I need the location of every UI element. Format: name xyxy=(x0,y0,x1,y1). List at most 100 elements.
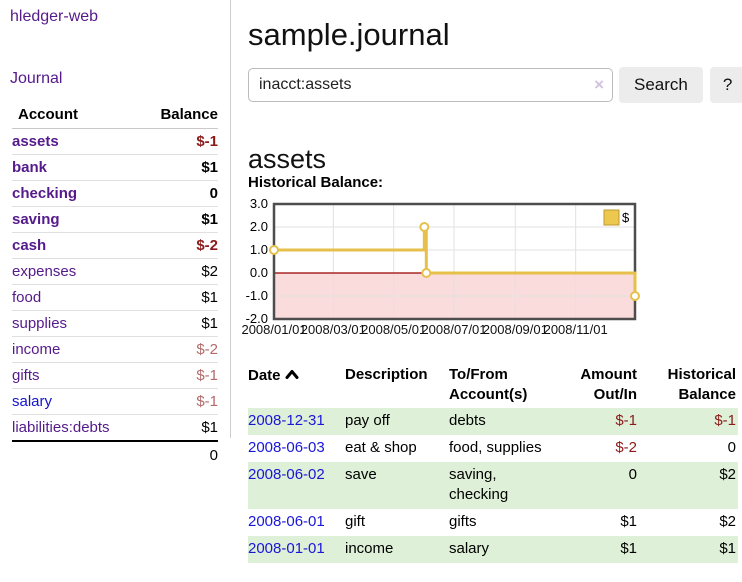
transaction-date-link[interactable]: 2008-06-02 xyxy=(248,466,325,483)
historical-balance-chart: 3.0 2.0 1.0 0.0 -1.0 -2.02008/01/012008/03/01… xyxy=(241,196,640,337)
account-row: cash $-2 xyxy=(12,232,218,259)
account-link[interactable]: assets xyxy=(12,133,59,150)
svg-text:2008/03/01: 2008/03/01 xyxy=(301,322,366,337)
register-accounts-cell: debts xyxy=(449,412,486,429)
register-amount-cell: $1 xyxy=(620,540,637,557)
account-balance: $2 xyxy=(140,258,218,285)
clear-search-icon[interactable]: × xyxy=(594,75,604,94)
register-col-amount: Amount Out/In xyxy=(580,366,637,403)
register-date-cell: 2008-06-02 xyxy=(248,462,345,509)
help-button[interactable]: ? xyxy=(709,67,742,103)
register-amount-cell: 0 xyxy=(628,466,637,483)
register-row: 2008-06-02 save saving, checking 0 $2 xyxy=(248,462,738,509)
app-brand-link[interactable]: hledger-web xyxy=(10,8,99,25)
transaction-date-link[interactable]: 2008-01-01 xyxy=(248,540,325,557)
svg-text:1.0: 1.0 xyxy=(250,242,268,257)
register-table: Date Description To/From Account(s) Amou… xyxy=(248,362,738,563)
register-row: 2008-06-03 eat & shop food, supplies $-2 0 xyxy=(248,435,738,462)
account-row: expenses $2 xyxy=(12,258,218,285)
accounts-col-account: Account xyxy=(12,102,140,129)
account-row: bank $1 xyxy=(12,154,218,181)
svg-text:2008/01/01: 2008/01/01 xyxy=(241,322,306,337)
account-balance: $-1 xyxy=(140,388,218,415)
register-col-date[interactable]: Date xyxy=(248,362,345,408)
account-link[interactable]: cash xyxy=(12,237,47,254)
svg-text:-1.0: -1.0 xyxy=(246,288,268,303)
account-link[interactable]: checking xyxy=(12,185,78,202)
svg-text:2008/05/01: 2008/05/01 xyxy=(361,322,426,337)
chart-legend-label: $ xyxy=(622,210,630,225)
register-balance-cell: $2 xyxy=(719,513,736,530)
register-description-cell: save xyxy=(345,466,377,483)
svg-text:2008/09/01: 2008/09/01 xyxy=(483,322,548,337)
sidebar-item-journal[interactable]: Journal xyxy=(10,70,63,87)
svg-text:-2.0: -2.0 xyxy=(246,311,268,326)
register-balance-cell: $2 xyxy=(719,466,736,483)
accounts-total-row: 0 xyxy=(12,440,218,468)
account-heading: assets xyxy=(248,144,327,175)
search-input[interactable] xyxy=(248,68,613,102)
accounts-header-row: Account Balance xyxy=(12,102,218,129)
account-link[interactable]: supplies xyxy=(12,315,68,332)
register-balance-cell: $1 xyxy=(719,540,736,557)
account-row: checking 0 xyxy=(12,180,218,207)
register-row: 2008-06-01 gift gifts $1 $2 xyxy=(248,509,738,536)
accounts-table: Account Balance assets $-1 bank $1 checking 0… xyxy=(12,102,218,468)
transaction-date-link[interactable]: 2008-12-31 xyxy=(248,412,325,429)
register-date-cell: 2008-06-03 xyxy=(248,435,345,462)
page-title: sample.journal xyxy=(248,16,450,52)
register-accounts-cell: food, supplies xyxy=(449,439,542,456)
register-accounts-cell: saving, checking xyxy=(449,466,509,503)
chart-title: Historical Balance: xyxy=(248,174,384,191)
register-amount-cell: $-2 xyxy=(615,439,637,456)
register-accounts-cell: gifts xyxy=(449,513,477,530)
account-balance: $-2 xyxy=(140,232,218,259)
svg-text:2008/07/01: 2008/07/01 xyxy=(421,322,486,337)
account-balance: $1 xyxy=(140,154,218,181)
account-link[interactable]: saving xyxy=(12,211,60,228)
account-link[interactable]: expenses xyxy=(12,263,77,280)
register-row: 2008-12-31 pay off debts $-1 $-1 xyxy=(248,408,738,435)
svg-text:3.0: 3.0 xyxy=(250,196,268,211)
register-accounts-cell: salary xyxy=(449,540,490,557)
account-row: food $1 xyxy=(12,284,218,311)
svg-text:2.0: 2.0 xyxy=(250,219,268,234)
register-amount-cell: $-1 xyxy=(615,412,637,429)
account-balance: $1 xyxy=(140,414,218,442)
account-row: gifts $-1 xyxy=(12,362,218,389)
register-col-description: Description xyxy=(345,366,428,383)
search-bar: × Search ? xyxy=(248,67,742,103)
account-balance: $-1 xyxy=(140,362,218,389)
register-date-cell: 2008-01-01 xyxy=(248,536,345,563)
search-button[interactable]: Search xyxy=(619,67,703,103)
account-link[interactable]: salary xyxy=(12,393,53,410)
register-description-cell: income xyxy=(345,540,394,557)
register-description-cell: eat & shop xyxy=(345,439,417,456)
account-row: liabilities:debts $1 xyxy=(12,414,218,442)
account-row: saving $1 xyxy=(12,206,218,233)
accounts-col-balance: Balance xyxy=(140,102,218,129)
register-description-cell: pay off xyxy=(345,412,390,429)
account-balance: $1 xyxy=(140,284,218,311)
register-balance-cell: 0 xyxy=(727,439,736,456)
register-description-cell: gift xyxy=(345,513,366,530)
account-balance: $-2 xyxy=(140,336,218,363)
register-amount-cell: $1 xyxy=(620,513,637,530)
account-link[interactable]: food xyxy=(12,289,42,306)
account-link[interactable]: bank xyxy=(12,159,48,176)
register-balance-cell: $-1 xyxy=(714,412,736,429)
sort-ascending-icon xyxy=(285,365,299,385)
transaction-date-link[interactable]: 2008-06-03 xyxy=(248,439,325,456)
account-row: supplies $1 xyxy=(12,310,218,337)
account-row: assets $-1 xyxy=(12,128,218,155)
account-link[interactable]: gifts xyxy=(12,367,40,384)
account-balance: 0 xyxy=(140,180,218,207)
account-row: income $-2 xyxy=(12,336,218,363)
transaction-date-link[interactable]: 2008-06-01 xyxy=(248,513,325,530)
account-link[interactable]: liabilities:debts xyxy=(12,419,110,436)
register-date-cell: 2008-06-01 xyxy=(248,509,345,536)
account-link[interactable]: income xyxy=(12,341,61,358)
sidebar: hledger-web Journal Account Balance asse… xyxy=(0,0,231,468)
account-balance: $1 xyxy=(140,206,218,233)
register-col-accounts: To/From Account(s) xyxy=(449,366,528,403)
